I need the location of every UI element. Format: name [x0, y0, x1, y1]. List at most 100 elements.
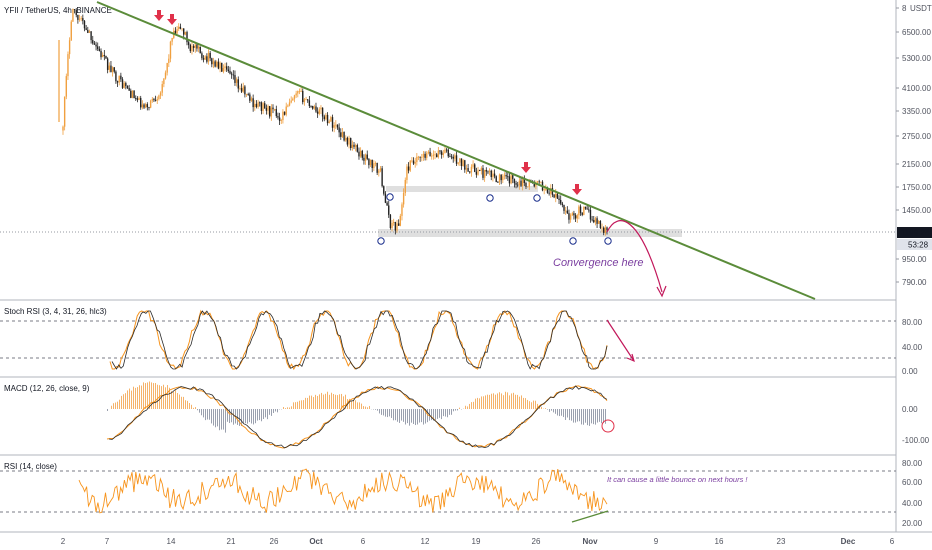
candle-body: [543, 189, 545, 191]
macd-histogram-bar: [169, 387, 170, 409]
descending-trendline[interactable]: [96, 1, 816, 300]
macd-histogram-bar: [519, 396, 520, 409]
candle-body: [138, 97, 140, 100]
price-tick-label: 5300.00: [902, 54, 931, 63]
candle-body: [407, 166, 410, 171]
candle-body: [536, 181, 539, 183]
macd-histogram-bar: [233, 409, 234, 425]
candle-body: [442, 153, 445, 155]
macd-histogram-bar: [377, 409, 378, 411]
candle-body: [566, 210, 569, 214]
candle-body: [424, 153, 426, 158]
candle-body: [232, 74, 235, 76]
candle-body: [457, 162, 459, 164]
candle-body: [293, 95, 296, 99]
macd-histogram-bar: [229, 409, 230, 424]
candle-body: [540, 181, 542, 183]
candle-body: [179, 26, 182, 29]
price-tick-label: 4100.00: [902, 84, 931, 93]
candle-body: [277, 116, 279, 118]
candle-body: [249, 94, 251, 101]
candle-body: [490, 170, 492, 178]
candle-body: [487, 171, 489, 173]
candle-body: [467, 168, 469, 172]
candle-body: [330, 117, 332, 122]
candle-body: [65, 76, 68, 97]
candle-body: [335, 124, 337, 126]
candle-body: [558, 198, 560, 201]
macd-histogram-bar: [475, 398, 476, 409]
macd-histogram-bar: [559, 409, 560, 417]
macd-histogram-bar: [435, 409, 436, 420]
time-axis-label: 26: [270, 537, 279, 546]
candle-body: [584, 206, 587, 209]
stoch-arrow-icon: [606, 319, 635, 363]
macd-histogram-bar: [227, 409, 228, 422]
candle-body: [593, 220, 595, 223]
bounce-annotation: It can cause a little bounce on next hou…: [607, 475, 748, 484]
candle-body: [136, 98, 139, 100]
stoch-rsi-lines: [0, 309, 896, 371]
candle-body: [93, 43, 96, 45]
macd-histogram-bar: [277, 409, 278, 413]
candle-body: [447, 149, 449, 157]
macd-histogram-bar: [131, 390, 132, 409]
time-axis-label: 6: [890, 537, 895, 546]
macd-histogram-bar: [303, 400, 304, 409]
candle-body: [133, 90, 135, 99]
candle-body: [412, 160, 415, 164]
candle-body: [75, 9, 77, 15]
time-axis-label: 16: [715, 537, 724, 546]
macd-histogram-bar: [135, 387, 136, 409]
macd-histogram-bar: [391, 409, 392, 418]
candle-body: [282, 111, 284, 121]
macd-histogram-bar: [313, 397, 314, 409]
candle-body: [404, 179, 406, 194]
candle-body: [252, 98, 254, 108]
macd-histogram-bar: [589, 409, 590, 426]
candle-body: [67, 54, 69, 77]
macd-histogram-bar: [577, 409, 578, 422]
macd-histogram-bar: [529, 401, 530, 409]
macd-histogram-bar: [525, 398, 526, 409]
macd-histogram-bar: [537, 403, 538, 409]
support-band-upper: [386, 186, 538, 192]
rsi-tick-label: 80.00: [902, 459, 923, 468]
candle-body: [111, 67, 114, 72]
macd-histogram-bar: [439, 409, 440, 418]
macd-histogram-bar: [267, 409, 268, 420]
macd-histogram-bar: [189, 403, 190, 409]
macd-histogram-bar: [427, 409, 428, 423]
candle-body: [275, 109, 278, 117]
macd-highlight-circle: [601, 419, 615, 433]
forecast-curve: [606, 220, 667, 298]
macd-tick-label: 0.00: [902, 405, 918, 414]
macd-histogram-bar: [297, 401, 298, 409]
candle-body: [469, 171, 471, 173]
candle-body: [354, 145, 357, 147]
candle-body: [311, 106, 314, 109]
price-scale[interactable]: 8 6500.00 5300.00 4100.00 3350.00 2750.00 2150…: [896, 4, 931, 287]
macd-histogram-bar: [563, 409, 564, 418]
candle-body: [512, 175, 514, 179]
macd-histogram-bar: [557, 409, 558, 416]
macd-histogram-bar: [257, 409, 258, 421]
macd-histogram-bar: [247, 409, 248, 424]
macd-histogram-bar: [581, 409, 582, 425]
time-axis-label: Dec: [841, 537, 856, 546]
candle-body: [77, 14, 79, 20]
macd-histogram-bar: [433, 409, 434, 421]
time-axis[interactable]: 2 7 14 21 26 Oct 6 12 19 26 Nov 9 16 23 Dec 6: [61, 537, 895, 546]
candle-body: [225, 66, 228, 70]
candle-body: [63, 96, 66, 127]
macd-histogram-bar: [483, 396, 484, 409]
macd-histogram-bar: [453, 409, 454, 412]
macd-tick-label: -100.00: [902, 436, 930, 445]
candle-body: [318, 109, 320, 114]
stoch-tick-label: 80.00: [902, 318, 923, 327]
candle-body: [278, 117, 281, 121]
macd-histogram-bar: [231, 409, 232, 423]
macd-histogram-bar: [323, 394, 324, 409]
candle-body: [141, 104, 144, 108]
